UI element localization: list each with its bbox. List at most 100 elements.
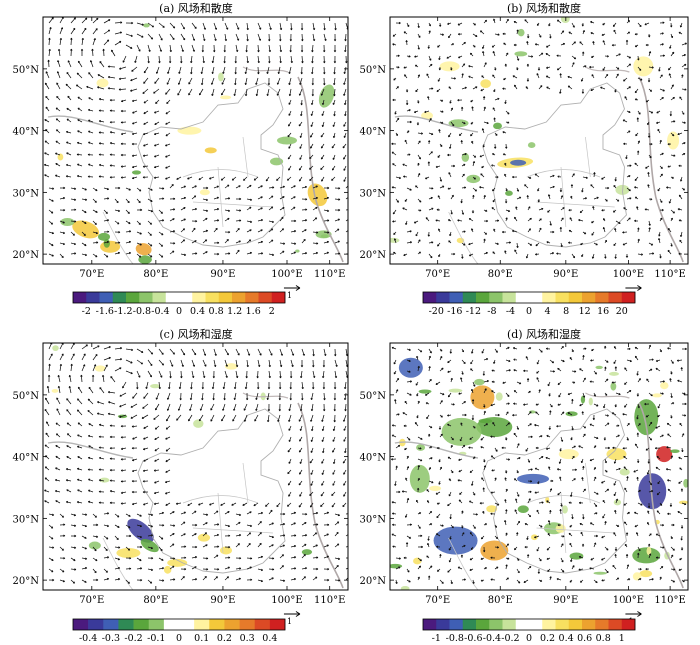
colorbar-tick-label: -0.4 — [79, 633, 97, 644]
map-frame — [42, 16, 349, 265]
colorbar-tick-label: -1 — [432, 633, 441, 644]
panel-d: (d) 风场和湿度 50°N40°N30°N20°N70°E 80°E 90°E 10… — [360, 327, 689, 644]
latitude-label: 20°N — [360, 250, 387, 261]
colorbar-swatch — [224, 619, 240, 630]
colorbar-tick-label: -0.4 — [483, 633, 501, 644]
map-frame — [42, 342, 349, 591]
colorbar-swatch — [542, 619, 556, 630]
reference-vector-label: 1 — [287, 617, 292, 626]
wind-vector-layer — [44, 343, 348, 584]
longitude-label: 80°E — [488, 269, 513, 280]
colorbar-tick-label: 0 — [176, 306, 182, 317]
colorbar-swatch — [112, 292, 127, 303]
colorbar-swatch — [515, 292, 530, 303]
latitude-label: 40°N — [360, 127, 387, 138]
colorbar-tick-label: -0.2 — [501, 633, 519, 644]
colorbar-swatch — [542, 292, 556, 303]
longitude-label: 110°E — [654, 269, 685, 280]
colorbar-tick-label: 20 — [616, 306, 628, 317]
colorbar-swatch — [595, 619, 609, 630]
colorbar-tick-label: -20 — [429, 306, 444, 317]
colorbar-swatch — [449, 292, 464, 303]
colorbar-tick-label: -0.8 — [446, 633, 464, 644]
colorbar-tick-label: -2 — [82, 306, 91, 317]
longitude-label: 70°E — [425, 269, 450, 280]
longitude-label: 110°E — [314, 269, 345, 280]
colorbar-swatch — [232, 292, 246, 303]
latitude-label: 50°N — [360, 391, 387, 402]
wind-vector-layer — [391, 18, 687, 259]
colorbar-swatch — [608, 292, 623, 303]
wind-vector-layer — [43, 17, 348, 259]
latitude-label: 30°N — [13, 188, 40, 199]
colorbar-tick-label: -0.1 — [147, 633, 165, 644]
colorbar-tick-label: 1.6 — [246, 306, 261, 317]
colorbar-swatch — [502, 619, 517, 630]
colorbar-swatch — [423, 619, 437, 630]
longitude-label: 70°E — [425, 595, 450, 606]
colorbar-tick-label: 2 — [269, 306, 275, 317]
colorbar-tick-label: 0.4 — [559, 633, 574, 644]
longitude-label: 110°E — [314, 595, 345, 606]
colorbar-tick-label: 4 — [545, 306, 551, 317]
longitude-label: 90°E — [553, 595, 578, 606]
colorbar-swatch — [582, 292, 596, 303]
latitude-label: 20°N — [13, 250, 40, 261]
panel-a: (a) 风场和散度 50°N40°N30°N20°N70°E 80°E 90°E 10… — [13, 1, 349, 317]
colorbar-swatch — [621, 619, 636, 630]
wind-vector-layer — [390, 344, 687, 585]
colorbar-tick-label: 1.2 — [227, 306, 242, 317]
colorbar-swatch — [436, 619, 450, 630]
colorbar-swatch — [254, 619, 271, 630]
longitude-label: 100°E — [613, 269, 644, 280]
colorbar-swatch — [476, 292, 490, 303]
colorbar-swatch — [163, 619, 180, 630]
colorbar-tick-label: -0.8 — [133, 306, 151, 317]
colorbar-swatch — [192, 292, 206, 303]
colorbar-swatch — [133, 619, 150, 630]
colorbar-swatch — [239, 619, 256, 630]
shading-layer — [51, 345, 313, 574]
colorbar: -20 -16 -12 -8 -4 0 4 8 12 16 20 — [422, 291, 636, 317]
longitude-label: 90°E — [553, 269, 578, 280]
colorbar-tick-label: -4 — [506, 306, 515, 317]
colorbar-swatch — [148, 619, 165, 630]
panel-title: (d) 风场和湿度 — [507, 327, 581, 341]
colorbar-swatch — [73, 619, 89, 630]
colorbar-swatch — [529, 619, 543, 630]
longitude-label: 110°E — [654, 595, 685, 606]
colorbar: -0.4 -0.3 -0.2 -0.1 0 0.1 0.2 0.3 0.4 — [72, 618, 286, 644]
colorbar-tick-label: 8 — [563, 306, 569, 317]
colorbar-swatch — [555, 292, 570, 303]
colorbar-tick-label: 1 — [619, 633, 625, 644]
colorbar-swatch — [502, 292, 517, 303]
boundary-layer — [394, 392, 684, 590]
latitude-label: 50°N — [360, 65, 387, 76]
colorbar-tick-label: 0 — [526, 633, 532, 644]
colorbar-swatch — [529, 292, 543, 303]
colorbar-swatch — [126, 292, 140, 303]
colorbar-tick-label: 0.1 — [194, 633, 209, 644]
colorbar-swatch — [194, 619, 210, 630]
reference-vector-label: 1 — [287, 291, 292, 300]
colorbar-tick-label: 0.8 — [209, 306, 224, 317]
panel-title: (a) 风场和散度 — [159, 1, 233, 15]
colorbar-swatch — [423, 292, 437, 303]
colorbar-swatch — [103, 619, 119, 630]
colorbar-tick-label: -0.4 — [151, 306, 169, 317]
colorbar-tick-label: -16 — [447, 306, 462, 317]
longitude-label: 70°E — [79, 269, 104, 280]
colorbar-swatch — [258, 292, 273, 303]
colorbar-swatch — [218, 292, 233, 303]
colorbar-tick-label: 0.2 — [540, 633, 555, 644]
colorbar-tick-label: -0.6 — [464, 633, 482, 644]
colorbar-swatch — [489, 619, 503, 630]
colorbar-tick-label: 0 — [526, 306, 532, 317]
colorbar-swatch — [568, 619, 583, 630]
colorbar-swatch — [449, 619, 464, 630]
colorbar-tick-label: 0.3 — [240, 633, 255, 644]
latitude-label: 20°N — [360, 576, 387, 587]
reference-vector: 1 — [283, 285, 301, 300]
boundary-layer — [394, 66, 684, 264]
